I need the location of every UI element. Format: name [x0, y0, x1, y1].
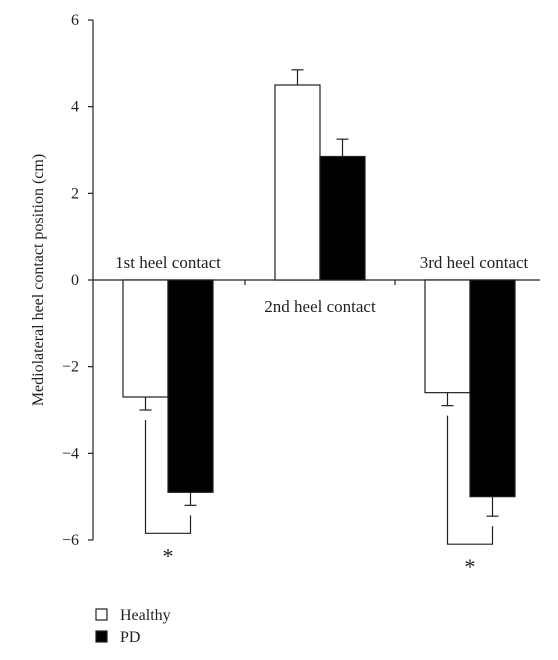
bar	[274, 84, 321, 281]
legend: Healthy PD	[95, 607, 171, 646]
y-tick-label: 2	[71, 185, 79, 202]
legend-swatch	[95, 608, 108, 621]
bar	[122, 279, 169, 398]
legend-swatch	[95, 630, 108, 643]
bars	[122, 69, 516, 517]
y-tick-label: −4	[62, 445, 79, 462]
bar	[424, 279, 471, 394]
legend-label: Healthy	[120, 607, 171, 624]
significance-star: *	[163, 543, 174, 568]
bar	[167, 279, 214, 493]
significance-star: *	[465, 554, 476, 579]
y-tick-label: −6	[62, 532, 79, 549]
significance-bracket	[144, 420, 192, 534]
category-label: 1st heel contact	[115, 253, 221, 272]
labels: 1st heel contact 2nd heel contact 3rd heel…	[115, 253, 528, 316]
y-tick-label: 6	[71, 12, 79, 29]
y-tick-label: −2	[62, 359, 79, 376]
bar	[319, 155, 366, 281]
legend-label: PD	[120, 629, 140, 646]
category-label: 2nd heel contact	[264, 297, 376, 316]
significance-markers: * *	[144, 415, 494, 579]
y-axis-label: Mediolateral heel contact position (cm)	[30, 154, 47, 406]
category-label: 3rd heel contact	[420, 253, 529, 272]
y-tick-label: 0	[71, 272, 79, 289]
y-tick-label: 4	[71, 99, 79, 116]
bar	[469, 279, 516, 498]
significance-bracket	[446, 415, 494, 545]
